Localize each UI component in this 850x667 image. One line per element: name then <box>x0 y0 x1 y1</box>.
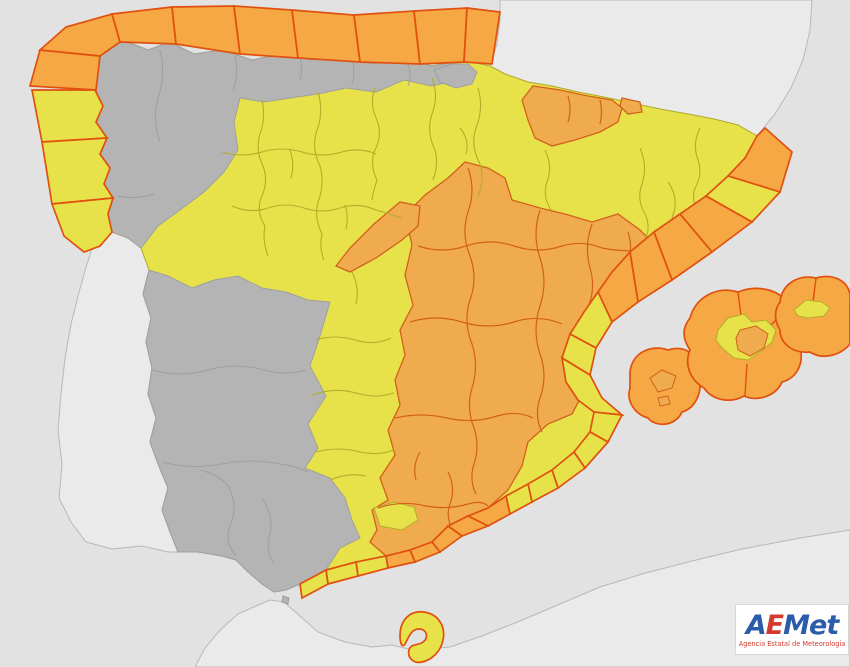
marine-strips-almeria <box>385 494 511 570</box>
marine-segment <box>560 356 625 417</box>
ibiza-island <box>649 369 677 393</box>
marine-segment <box>110 6 177 45</box>
aemet-subtitle: Agencia Estatal de Meteorología <box>738 639 846 648</box>
melilla-zone <box>399 610 445 664</box>
logo-letter-a: A <box>745 609 767 641</box>
marine-segment <box>597 250 639 324</box>
zone-granada-yellow-patch <box>373 501 419 531</box>
marine-segment <box>50 197 115 253</box>
marine-strips-malaga <box>299 554 389 600</box>
province-borders-yellow <box>221 77 701 481</box>
province-borders-gray <box>117 49 411 565</box>
zone-gibraltar-gray <box>281 595 290 605</box>
aemet-wordmark: AEMet <box>745 609 839 641</box>
zone-central-east-orange <box>369 161 656 557</box>
balearic-islands <box>628 275 850 426</box>
logo-letter-e: E <box>765 609 784 641</box>
marine-segment <box>353 10 421 65</box>
logo-letter-t: t <box>826 609 839 641</box>
mallorca-island-inner-orange <box>735 325 769 357</box>
marine-strips-catalonia <box>597 126 793 324</box>
zone-pyrenees-orange-east <box>619 97 643 115</box>
zone-pyrenees-orange <box>521 85 623 147</box>
marine-segment <box>28 49 101 91</box>
marine-segment <box>465 494 511 527</box>
marine-segment <box>41 137 115 205</box>
aemet-logo: AEMet Agencia Estatal de Meteorología <box>735 604 849 655</box>
marine-segment <box>291 9 361 63</box>
marine-segment <box>568 290 613 350</box>
marine-strips-north-coast <box>28 5 501 91</box>
marine-segment <box>233 5 299 59</box>
marine-segment <box>413 7 468 65</box>
marine-segment <box>30 89 109 143</box>
menorca-waters-divider <box>812 277 817 303</box>
marine-strips-valencia <box>505 290 625 516</box>
marine-segment <box>463 7 501 65</box>
formentera-island <box>657 395 671 407</box>
logo-letter-e2: e <box>809 609 827 641</box>
foreign-land <box>57 0 850 667</box>
marine-segment <box>299 568 329 600</box>
menorca-island <box>793 299 831 319</box>
mallorca-waters-divider <box>744 363 748 397</box>
orange-warning-zones <box>334 85 656 557</box>
logo-letter-m: M <box>783 609 810 641</box>
marine-strips-west-galicia <box>30 89 115 253</box>
zone-navarra-gray-patch <box>433 63 478 89</box>
